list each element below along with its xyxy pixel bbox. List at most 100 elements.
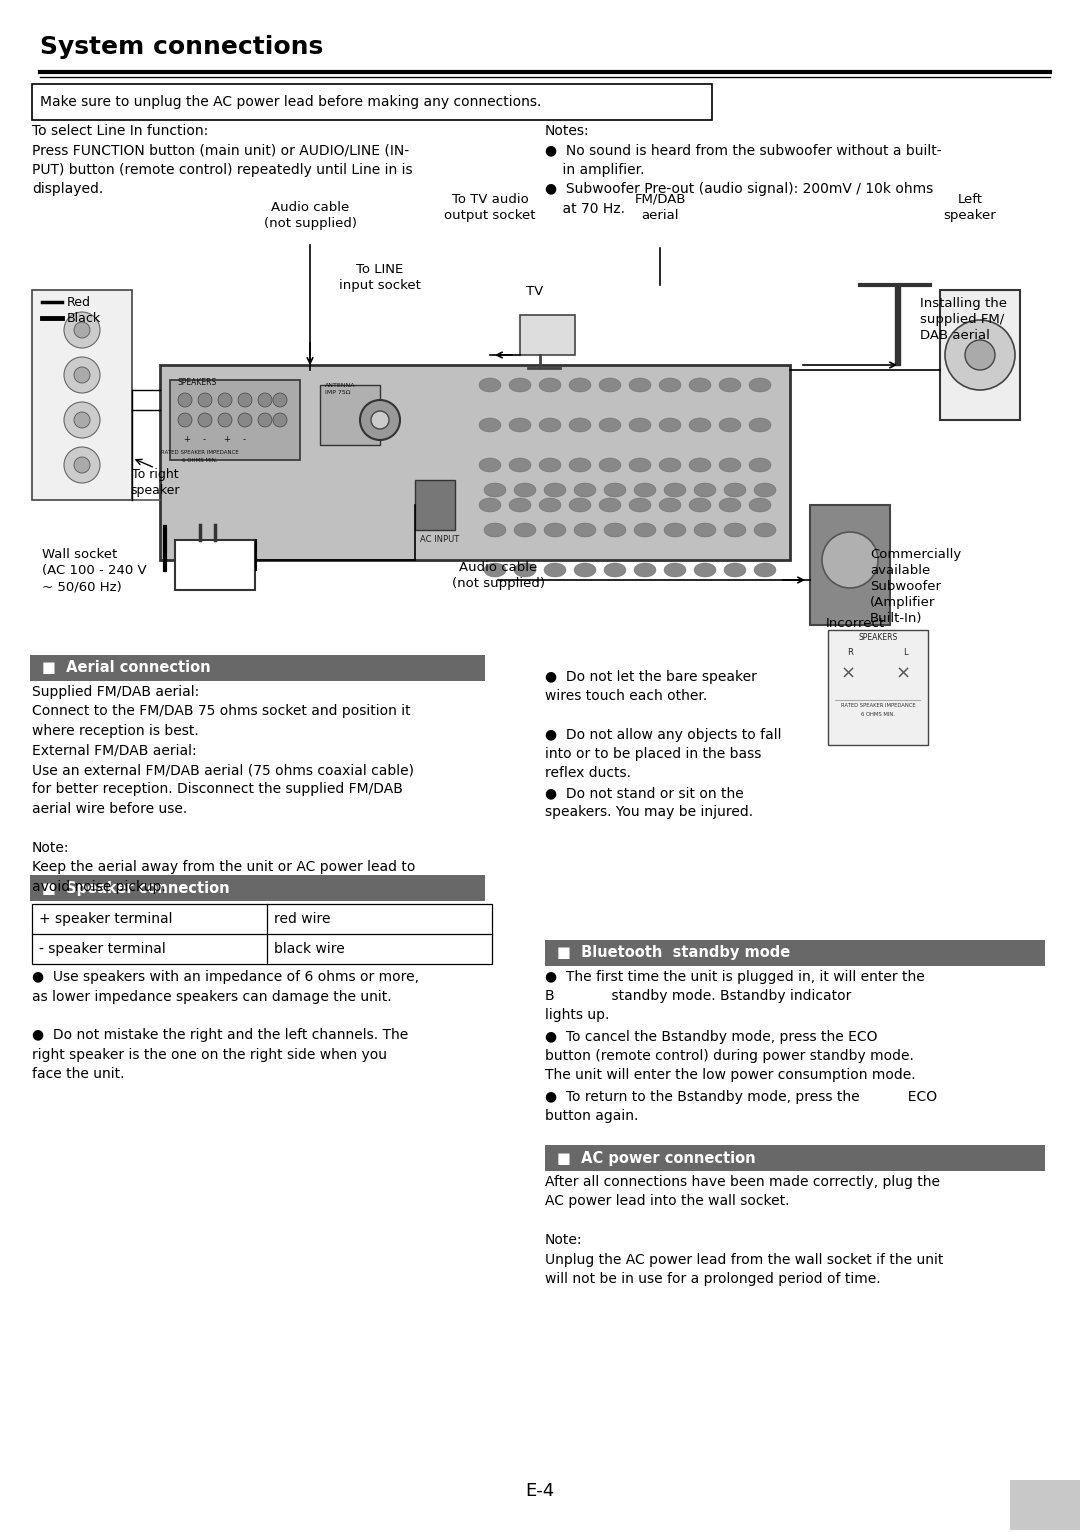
Bar (175, 539, 255, 590)
Ellipse shape (634, 522, 656, 538)
Ellipse shape (664, 483, 686, 496)
Ellipse shape (509, 458, 531, 472)
Ellipse shape (569, 498, 591, 512)
Circle shape (822, 532, 878, 588)
Ellipse shape (599, 418, 621, 432)
Text: FM/DAB
aerial: FM/DAB aerial (634, 193, 686, 222)
Ellipse shape (604, 483, 626, 496)
Text: ●  To return to the Bstandby mode, press the           ECO
button again.: ● To return to the Bstandby mode, press … (545, 1089, 937, 1123)
Bar (30, 656, 485, 682)
Text: To select Line In function:
Press FUNCTION button (main unit) or AUDIO/LINE (IN-: To select Line In function: Press FUNCTI… (32, 124, 413, 196)
Ellipse shape (754, 562, 777, 578)
Ellipse shape (659, 458, 681, 472)
Ellipse shape (689, 378, 711, 392)
Ellipse shape (544, 522, 566, 538)
Ellipse shape (724, 562, 746, 578)
Circle shape (372, 411, 389, 429)
Ellipse shape (599, 458, 621, 472)
Bar (30, 875, 485, 901)
Ellipse shape (750, 418, 771, 432)
Ellipse shape (573, 483, 596, 496)
Ellipse shape (754, 522, 777, 538)
Ellipse shape (569, 378, 591, 392)
Circle shape (64, 447, 100, 483)
Text: R: R (847, 648, 853, 657)
Circle shape (75, 412, 90, 427)
Text: After all connections have been made correctly, plug the
AC power lead into the : After all connections have been made cor… (545, 1175, 943, 1287)
Ellipse shape (689, 498, 711, 512)
Text: ●  Do not let the bare speaker
wires touch each other.: ● Do not let the bare speaker wires touc… (545, 669, 757, 703)
Ellipse shape (629, 498, 651, 512)
Bar (32, 904, 492, 964)
Text: Incorrect: Incorrect (825, 617, 885, 630)
Bar (160, 365, 789, 561)
Text: SPEAKERS: SPEAKERS (859, 633, 897, 642)
Text: IMP 75Ω: IMP 75Ω (325, 391, 351, 395)
Circle shape (238, 394, 252, 408)
Text: ●  The first time the unit is plugged in, it will enter the
B             standb: ● The first time the unit is plugged in,… (545, 970, 924, 1022)
Text: 6 OHMS MIN.: 6 OHMS MIN. (861, 712, 895, 717)
Circle shape (218, 394, 232, 408)
Ellipse shape (514, 522, 536, 538)
Circle shape (178, 394, 192, 408)
Ellipse shape (754, 483, 777, 496)
Ellipse shape (604, 522, 626, 538)
Ellipse shape (480, 458, 501, 472)
Circle shape (238, 414, 252, 427)
Circle shape (258, 414, 272, 427)
Ellipse shape (659, 378, 681, 392)
Ellipse shape (750, 458, 771, 472)
Text: +: + (222, 435, 230, 444)
Ellipse shape (629, 378, 651, 392)
Text: ■  Speaker connection: ■ Speaker connection (42, 881, 230, 896)
Text: L: L (903, 648, 907, 657)
Circle shape (945, 320, 1015, 391)
Circle shape (360, 400, 400, 440)
Text: To right
speaker: To right speaker (131, 467, 179, 496)
Bar (545, 1144, 1045, 1170)
Bar (828, 630, 928, 745)
Ellipse shape (634, 483, 656, 496)
Text: black wire: black wire (274, 942, 345, 956)
Text: TV: TV (526, 285, 543, 299)
Bar (810, 506, 890, 625)
Ellipse shape (539, 378, 561, 392)
Ellipse shape (750, 378, 771, 392)
Ellipse shape (544, 483, 566, 496)
Ellipse shape (514, 483, 536, 496)
Circle shape (966, 340, 995, 371)
Circle shape (273, 394, 287, 408)
Circle shape (218, 414, 232, 427)
Ellipse shape (664, 562, 686, 578)
Circle shape (198, 394, 212, 408)
Bar (519, 316, 575, 355)
Text: ×: × (840, 665, 855, 683)
Ellipse shape (539, 418, 561, 432)
Text: Wall socket
(AC 100 - 240 V
~ 50/60 Hz): Wall socket (AC 100 - 240 V ~ 50/60 Hz) (42, 548, 147, 593)
Text: Notes:
●  No sound is heard from the subwoofer without a built-
    in amplifier: Notes: ● No sound is heard from the subw… (545, 124, 942, 216)
Ellipse shape (724, 522, 746, 538)
Bar (415, 480, 455, 530)
Ellipse shape (480, 378, 501, 392)
Ellipse shape (694, 562, 716, 578)
Text: To LINE
input socket: To LINE input socket (339, 264, 421, 293)
Bar (940, 290, 1020, 420)
Text: RATED SPEAKER IMPEDANCE: RATED SPEAKER IMPEDANCE (161, 450, 239, 455)
Ellipse shape (694, 483, 716, 496)
Bar (1010, 1480, 1080, 1530)
Text: red wire: red wire (274, 912, 330, 925)
Text: ×: × (895, 665, 910, 683)
Text: + speaker terminal: + speaker terminal (39, 912, 173, 925)
Text: Make sure to unplug the AC power lead before making any connections.: Make sure to unplug the AC power lead be… (40, 95, 541, 109)
Text: ANTENNA: ANTENNA (325, 383, 355, 388)
Ellipse shape (694, 522, 716, 538)
Ellipse shape (724, 483, 746, 496)
Text: Audio cable
(not supplied): Audio cable (not supplied) (264, 201, 356, 230)
Text: -: - (203, 435, 206, 444)
Circle shape (64, 313, 100, 348)
Bar (320, 385, 380, 444)
Circle shape (198, 414, 212, 427)
Ellipse shape (719, 378, 741, 392)
Bar (32, 290, 132, 499)
Text: RATED SPEAKER IMPEDANCE: RATED SPEAKER IMPEDANCE (840, 703, 916, 708)
